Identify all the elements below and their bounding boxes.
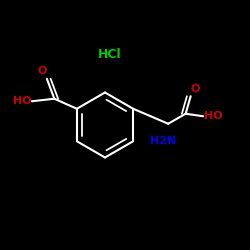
Text: O: O xyxy=(191,84,200,94)
Text: HCl: HCl xyxy=(98,48,122,62)
Text: H2N: H2N xyxy=(150,136,176,146)
Text: HO: HO xyxy=(12,96,31,106)
Text: HO: HO xyxy=(204,111,223,121)
Text: O: O xyxy=(37,66,46,76)
